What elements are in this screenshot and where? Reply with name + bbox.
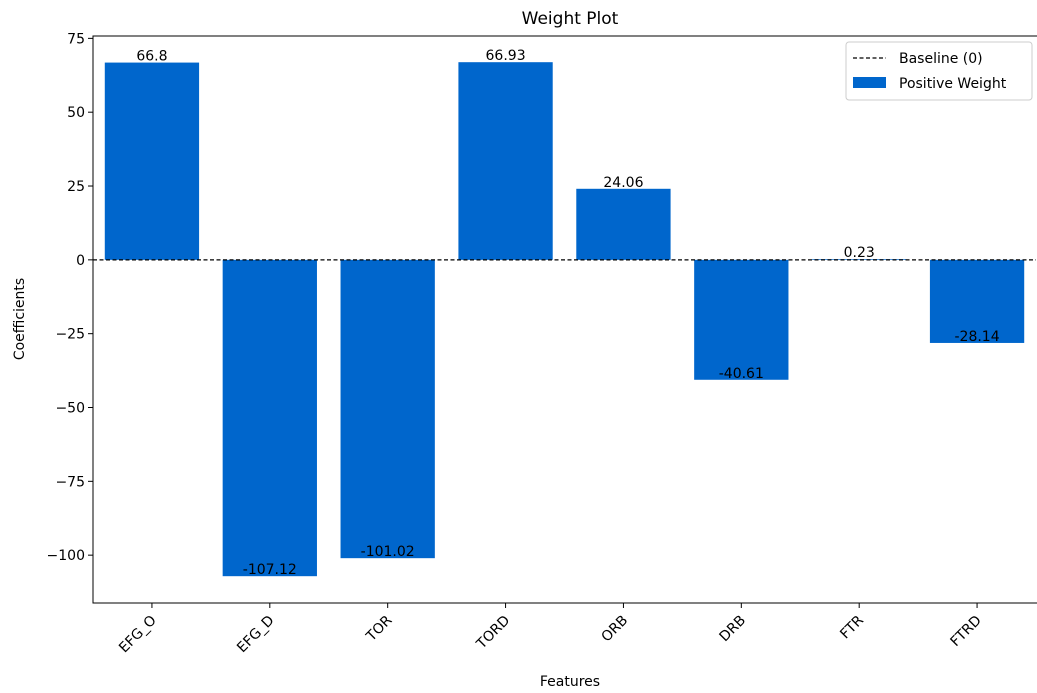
bar-value-label: -107.12 <box>243 562 297 578</box>
legend-box <box>845 41 1033 101</box>
bar-value-label: 0.23 <box>844 245 875 261</box>
bar-value-label: 24.06 <box>603 175 643 191</box>
y-tick-label: 50 <box>67 105 85 121</box>
y-tick-label: −50 <box>55 401 85 417</box>
y-tick-label: 75 <box>67 31 85 47</box>
x-tick-label: TORD <box>473 613 513 653</box>
x-tick-label: EFG_D <box>234 613 278 657</box>
y-tick-label: −25 <box>55 327 85 343</box>
chart-title: Weight Plot <box>522 9 619 29</box>
x-axis-label: Features <box>540 674 600 690</box>
plot-area: 66.8 -107.12 -101.02 66.93 24.06 -40.61 0.23 -2… <box>47 31 1036 656</box>
bar-efg-o <box>104 62 200 260</box>
x-tick-label: DRB <box>717 613 750 646</box>
x-tick-label: EFG_O <box>116 613 160 657</box>
legend-positive-swatch <box>853 77 886 88</box>
x-tick-label: FTRD <box>948 613 985 650</box>
bar-tor <box>340 259 435 559</box>
bar-ftrd <box>929 259 1025 343</box>
bar-value-label: 66.8 <box>136 49 167 65</box>
y-tick-label: −100 <box>47 548 85 564</box>
y-tick-label: −75 <box>55 474 85 490</box>
y-axis-label: Coefficients <box>12 278 28 360</box>
x-tick-label: ORB <box>598 613 631 646</box>
legend: Baseline (0) Positive Weight <box>845 41 1033 101</box>
x-tick-label: TOR <box>363 612 396 645</box>
bar-ftr <box>812 259 907 260</box>
axes-frame <box>92 35 1037 604</box>
bar-orb <box>576 188 671 260</box>
bar-value-label: -40.61 <box>719 366 764 382</box>
bar-value-label: -28.14 <box>954 329 999 345</box>
x-tick-label: FTR <box>837 612 867 642</box>
bar-drb <box>694 259 789 380</box>
y-tick-label: 0 <box>76 253 85 269</box>
legend-positive-label: Positive Weight <box>899 76 1007 92</box>
bar-value-label: -101.02 <box>361 544 415 560</box>
bar-efg-d <box>222 259 317 577</box>
legend-baseline-label: Baseline (0) <box>899 51 983 67</box>
bar-tord <box>458 62 553 260</box>
bar-value-label: 66.93 <box>486 48 526 64</box>
y-tick-label: 25 <box>67 179 85 195</box>
